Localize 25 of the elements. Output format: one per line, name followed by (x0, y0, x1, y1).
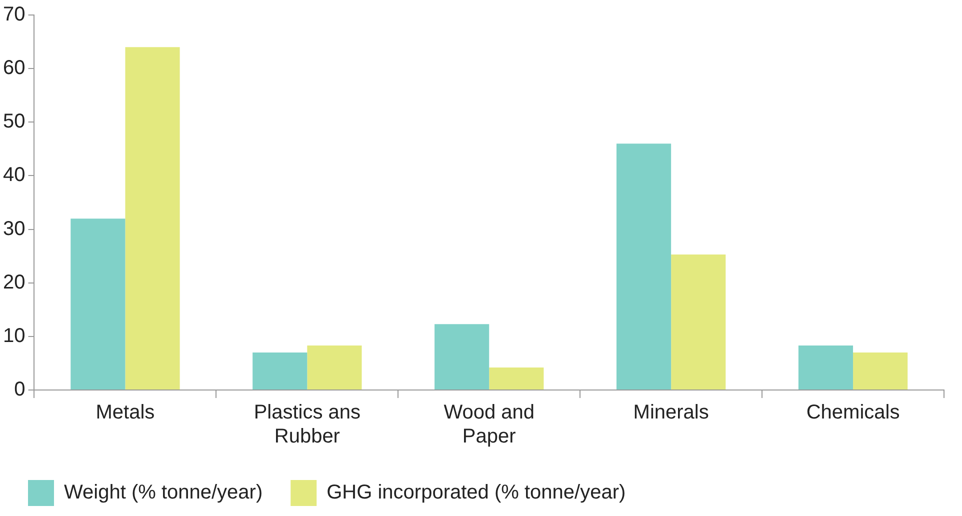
bar (434, 324, 490, 390)
bar (489, 368, 544, 390)
legend-label: Weight (% tonne/year) (64, 482, 263, 504)
bar (616, 144, 672, 390)
x-tick-label: Minerals (633, 402, 709, 424)
legend-label: GHG incorporated (% tonne/year) (326, 482, 626, 504)
y-tick-label: 40 (2, 164, 26, 186)
bar (798, 346, 854, 390)
y-tick-label: 50 (2, 110, 26, 133)
x-tick-label: Metals (96, 402, 155, 424)
x-tick-label: Chemicals (806, 402, 900, 424)
x-tick-label: Plastics ans Rubber (254, 402, 361, 448)
bar (252, 352, 308, 390)
bar (125, 47, 180, 390)
y-tick-label: 70 (2, 4, 26, 26)
bar (70, 218, 126, 390)
y-tick-label: 10 (2, 324, 26, 347)
y-tick-label: 0 (14, 378, 26, 401)
y-tick-label: 30 (2, 218, 26, 240)
x-tick-label: Wood and Paper (444, 402, 535, 448)
y-tick-label: 60 (2, 57, 26, 80)
bar (671, 254, 726, 390)
bar (853, 352, 908, 390)
y-tick-label: 20 (2, 271, 26, 294)
bar (307, 346, 362, 390)
